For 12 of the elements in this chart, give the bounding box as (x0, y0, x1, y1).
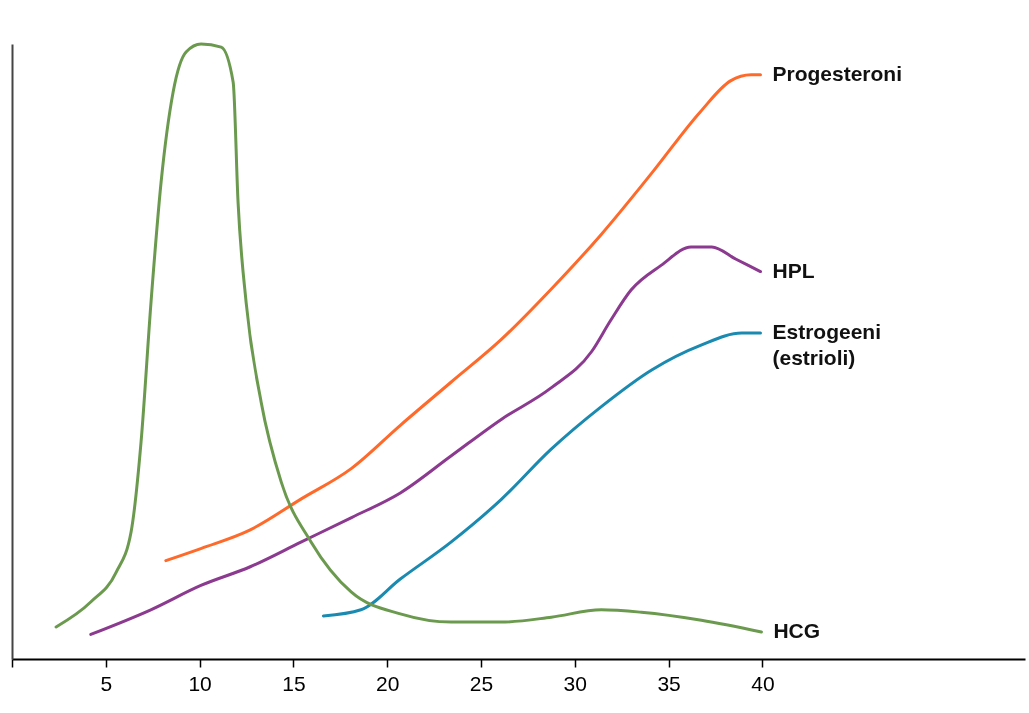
series-label: Progesteroni (772, 61, 903, 85)
x-tick-label: 5 (100, 671, 113, 695)
x-tick-label: 25 (469, 671, 494, 695)
series-label: HPL (772, 258, 815, 282)
x-tick-label: 10 (188, 671, 212, 695)
x-tick-label: 30 (563, 671, 587, 695)
x-tick-label: 15 (282, 671, 306, 695)
series-label: Estrogeeni (estrioli) (772, 320, 882, 370)
x-tick-label: 40 (751, 671, 775, 695)
x-tick-label: 35 (657, 671, 681, 695)
series-label: HCG (773, 618, 821, 642)
x-tick-label: 20 (376, 671, 400, 695)
